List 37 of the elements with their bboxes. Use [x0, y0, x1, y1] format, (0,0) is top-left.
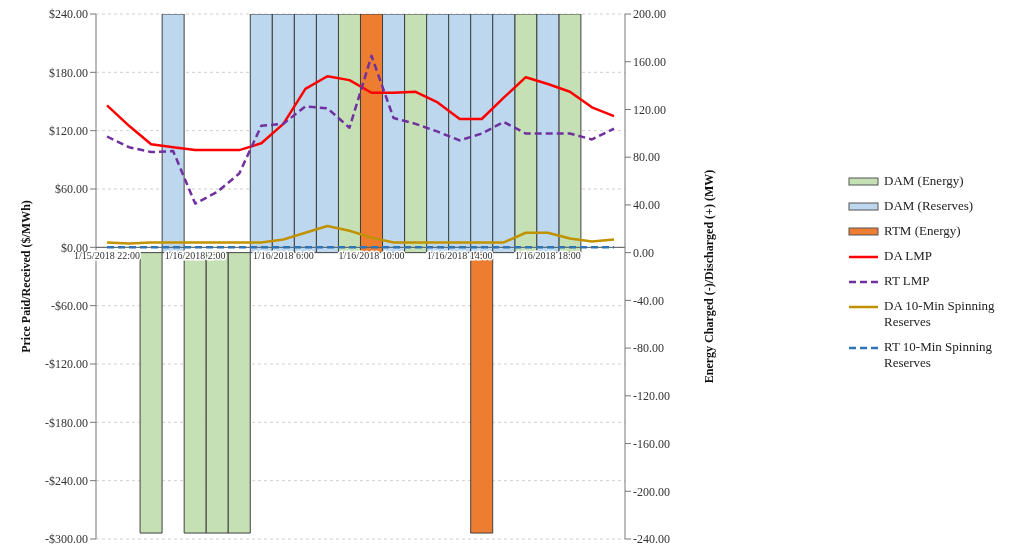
y2-tick-label: -200.00: [633, 484, 670, 499]
y2-tick-label: 80.00: [633, 150, 660, 165]
line-series: [105, 54, 616, 205]
y2-tick-label: -80.00: [633, 341, 664, 356]
legend-label: DAM (Energy): [884, 172, 965, 189]
legend-label: DA 10-Min Spinning Reserves: [884, 297, 996, 330]
x-tick-label: 1/16/2018 14:00: [426, 249, 493, 261]
y-tick-label: -$240.00: [45, 473, 88, 488]
y2-tick-label: -120.00: [633, 389, 670, 404]
y2-tick-label: 120.00: [633, 102, 666, 117]
y-tick-label: -$60.00: [51, 298, 88, 313]
y-tick-label: -$120.00: [45, 357, 88, 372]
y2-tick-label: -240.00: [633, 532, 670, 544]
legend-label: RT 10-Min Spinning Reserves: [884, 338, 994, 371]
y-tick-label: -$300.00: [45, 532, 88, 544]
y2-tick-label: 160.00: [633, 54, 666, 69]
y2-tick-label: -160.00: [633, 436, 670, 451]
legend-label: DA LMP: [884, 247, 934, 264]
y-tick-label: -$180.00: [45, 415, 88, 430]
y2-tick-label: -40.00: [633, 293, 664, 308]
y2-tick-label: 200.00: [633, 7, 666, 22]
y2-tick-label: 0.00: [633, 245, 654, 260]
line-series: [105, 74, 616, 152]
x-tick-label: 1/16/2018 10:00: [338, 249, 405, 261]
legend-label: DAM (Reserves): [884, 197, 975, 214]
legend-label: RTM (Energy): [884, 222, 962, 239]
legend-label: RT LMP: [884, 272, 931, 289]
y2-axis-title: Energy Charged (-)/Discharged (+) (MW): [702, 169, 717, 384]
y-axis-title: Price Paid/Received ($/MWh): [19, 200, 34, 353]
y-tick-label: $120.00: [49, 123, 88, 138]
y2-tick-label: 40.00: [633, 198, 660, 213]
x-tick-label: 1/16/2018 6:00: [252, 249, 314, 261]
y-tick-label: $60.00: [55, 182, 88, 197]
y-tick-label: $240.00: [49, 7, 88, 22]
y-tick-label: $180.00: [49, 65, 88, 80]
line-series: [105, 224, 616, 245]
x-tick-label: 1/16/2018 18:00: [514, 249, 581, 261]
